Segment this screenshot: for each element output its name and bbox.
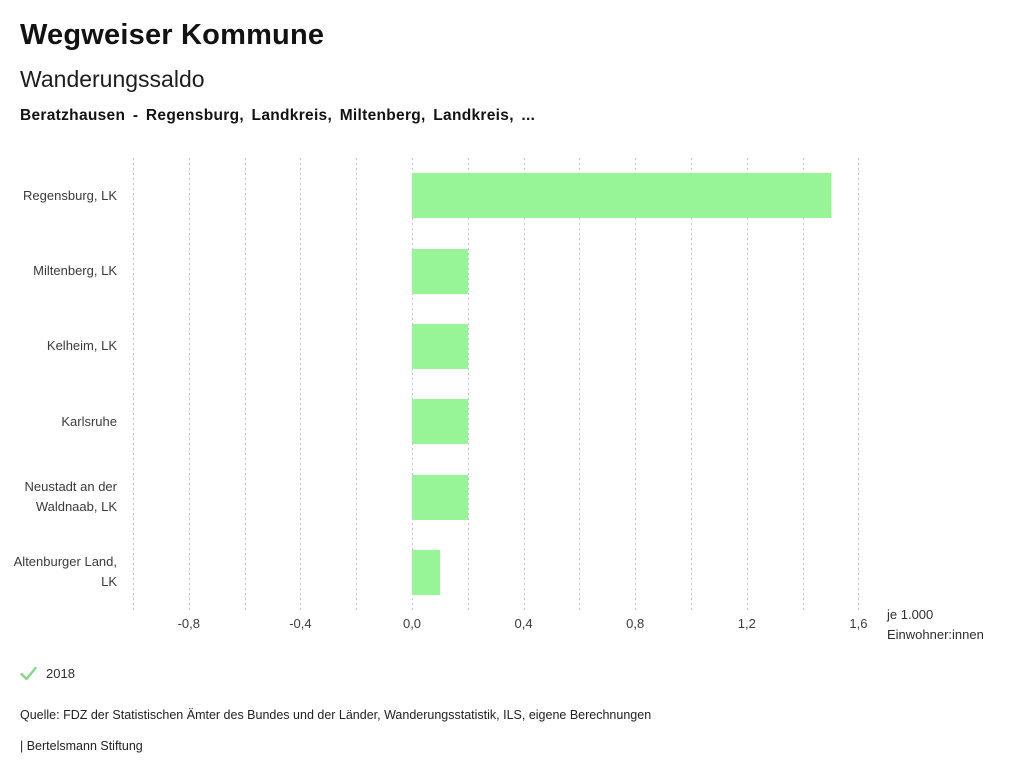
attribution-text: | Bertelsmann Stiftung — [20, 739, 143, 753]
category-label: Miltenberg, LK — [33, 263, 117, 278]
gridline — [412, 158, 413, 610]
gridline — [691, 158, 692, 610]
gridline — [356, 158, 358, 610]
bar[interactable] — [412, 323, 468, 369]
category-label: Neustadt an der Waldnaab, LK — [24, 479, 117, 514]
gridline — [244, 158, 246, 610]
x-axis-unit-line2: Einwohner:innen — [887, 627, 984, 642]
app-title: Wegweiser Kommune — [20, 19, 325, 51]
gridline — [300, 158, 302, 610]
bar[interactable] — [412, 474, 468, 520]
chart-subtitle: Beratzhausen - Regensburg, Landkreis, Mi… — [20, 107, 536, 124]
x-tick-label: -0,8 — [177, 616, 200, 631]
x-tick-label: -0,4 — [289, 616, 312, 631]
source-text: Quelle: FDZ der Statistischen Ämter des … — [20, 708, 652, 722]
gridline — [858, 158, 860, 610]
x-tick-label: 0,0 — [402, 616, 422, 631]
x-tick-label: 0,4 — [514, 616, 533, 631]
x-tick-label: 0,8 — [626, 616, 645, 631]
x-tick-label: 1,2 — [737, 616, 756, 631]
gridline — [746, 158, 748, 610]
chart-header: Wegweiser Kommune Wanderungssaldo Beratz… — [20, 18, 980, 126]
gridline — [635, 158, 637, 610]
bar[interactable] — [412, 549, 440, 595]
legend-check-icon[interactable] — [20, 666, 37, 681]
gridline — [133, 158, 134, 610]
category-axis-labels: Regensburg, LK Miltenberg, LK Kelheim, LK K… — [0, 158, 125, 610]
legend-label[interactable]: 2018 — [46, 666, 75, 681]
gridline — [579, 158, 581, 610]
gridline — [467, 158, 469, 610]
gridline — [523, 158, 525, 610]
plot-area — [133, 158, 866, 610]
category-label: Kelheim, LK — [46, 338, 117, 354]
x-axis-unit-line1: je 1.000 — [887, 607, 934, 622]
category-label: Regensburg, LK — [23, 187, 117, 203]
bar[interactable] — [412, 399, 468, 445]
category-label: Karlsruhe — [61, 413, 117, 429]
x-axis-tick-labels: -0,8 -0,4 0,0 0,4 0,8 1,2 1,6 — [133, 616, 868, 634]
x-tick-label: 1,6 — [849, 616, 868, 631]
legend: 2018 — [20, 666, 75, 681]
category-label: Altenburger Land, LK — [13, 554, 117, 590]
chart-title: Wanderungssaldo — [20, 66, 205, 92]
bar[interactable] — [412, 248, 468, 294]
x-axis-unit-label: je 1.000 Einwohner:innen — [887, 605, 984, 645]
gridline — [188, 158, 190, 610]
bar[interactable] — [412, 173, 831, 219]
gridline — [802, 158, 804, 610]
